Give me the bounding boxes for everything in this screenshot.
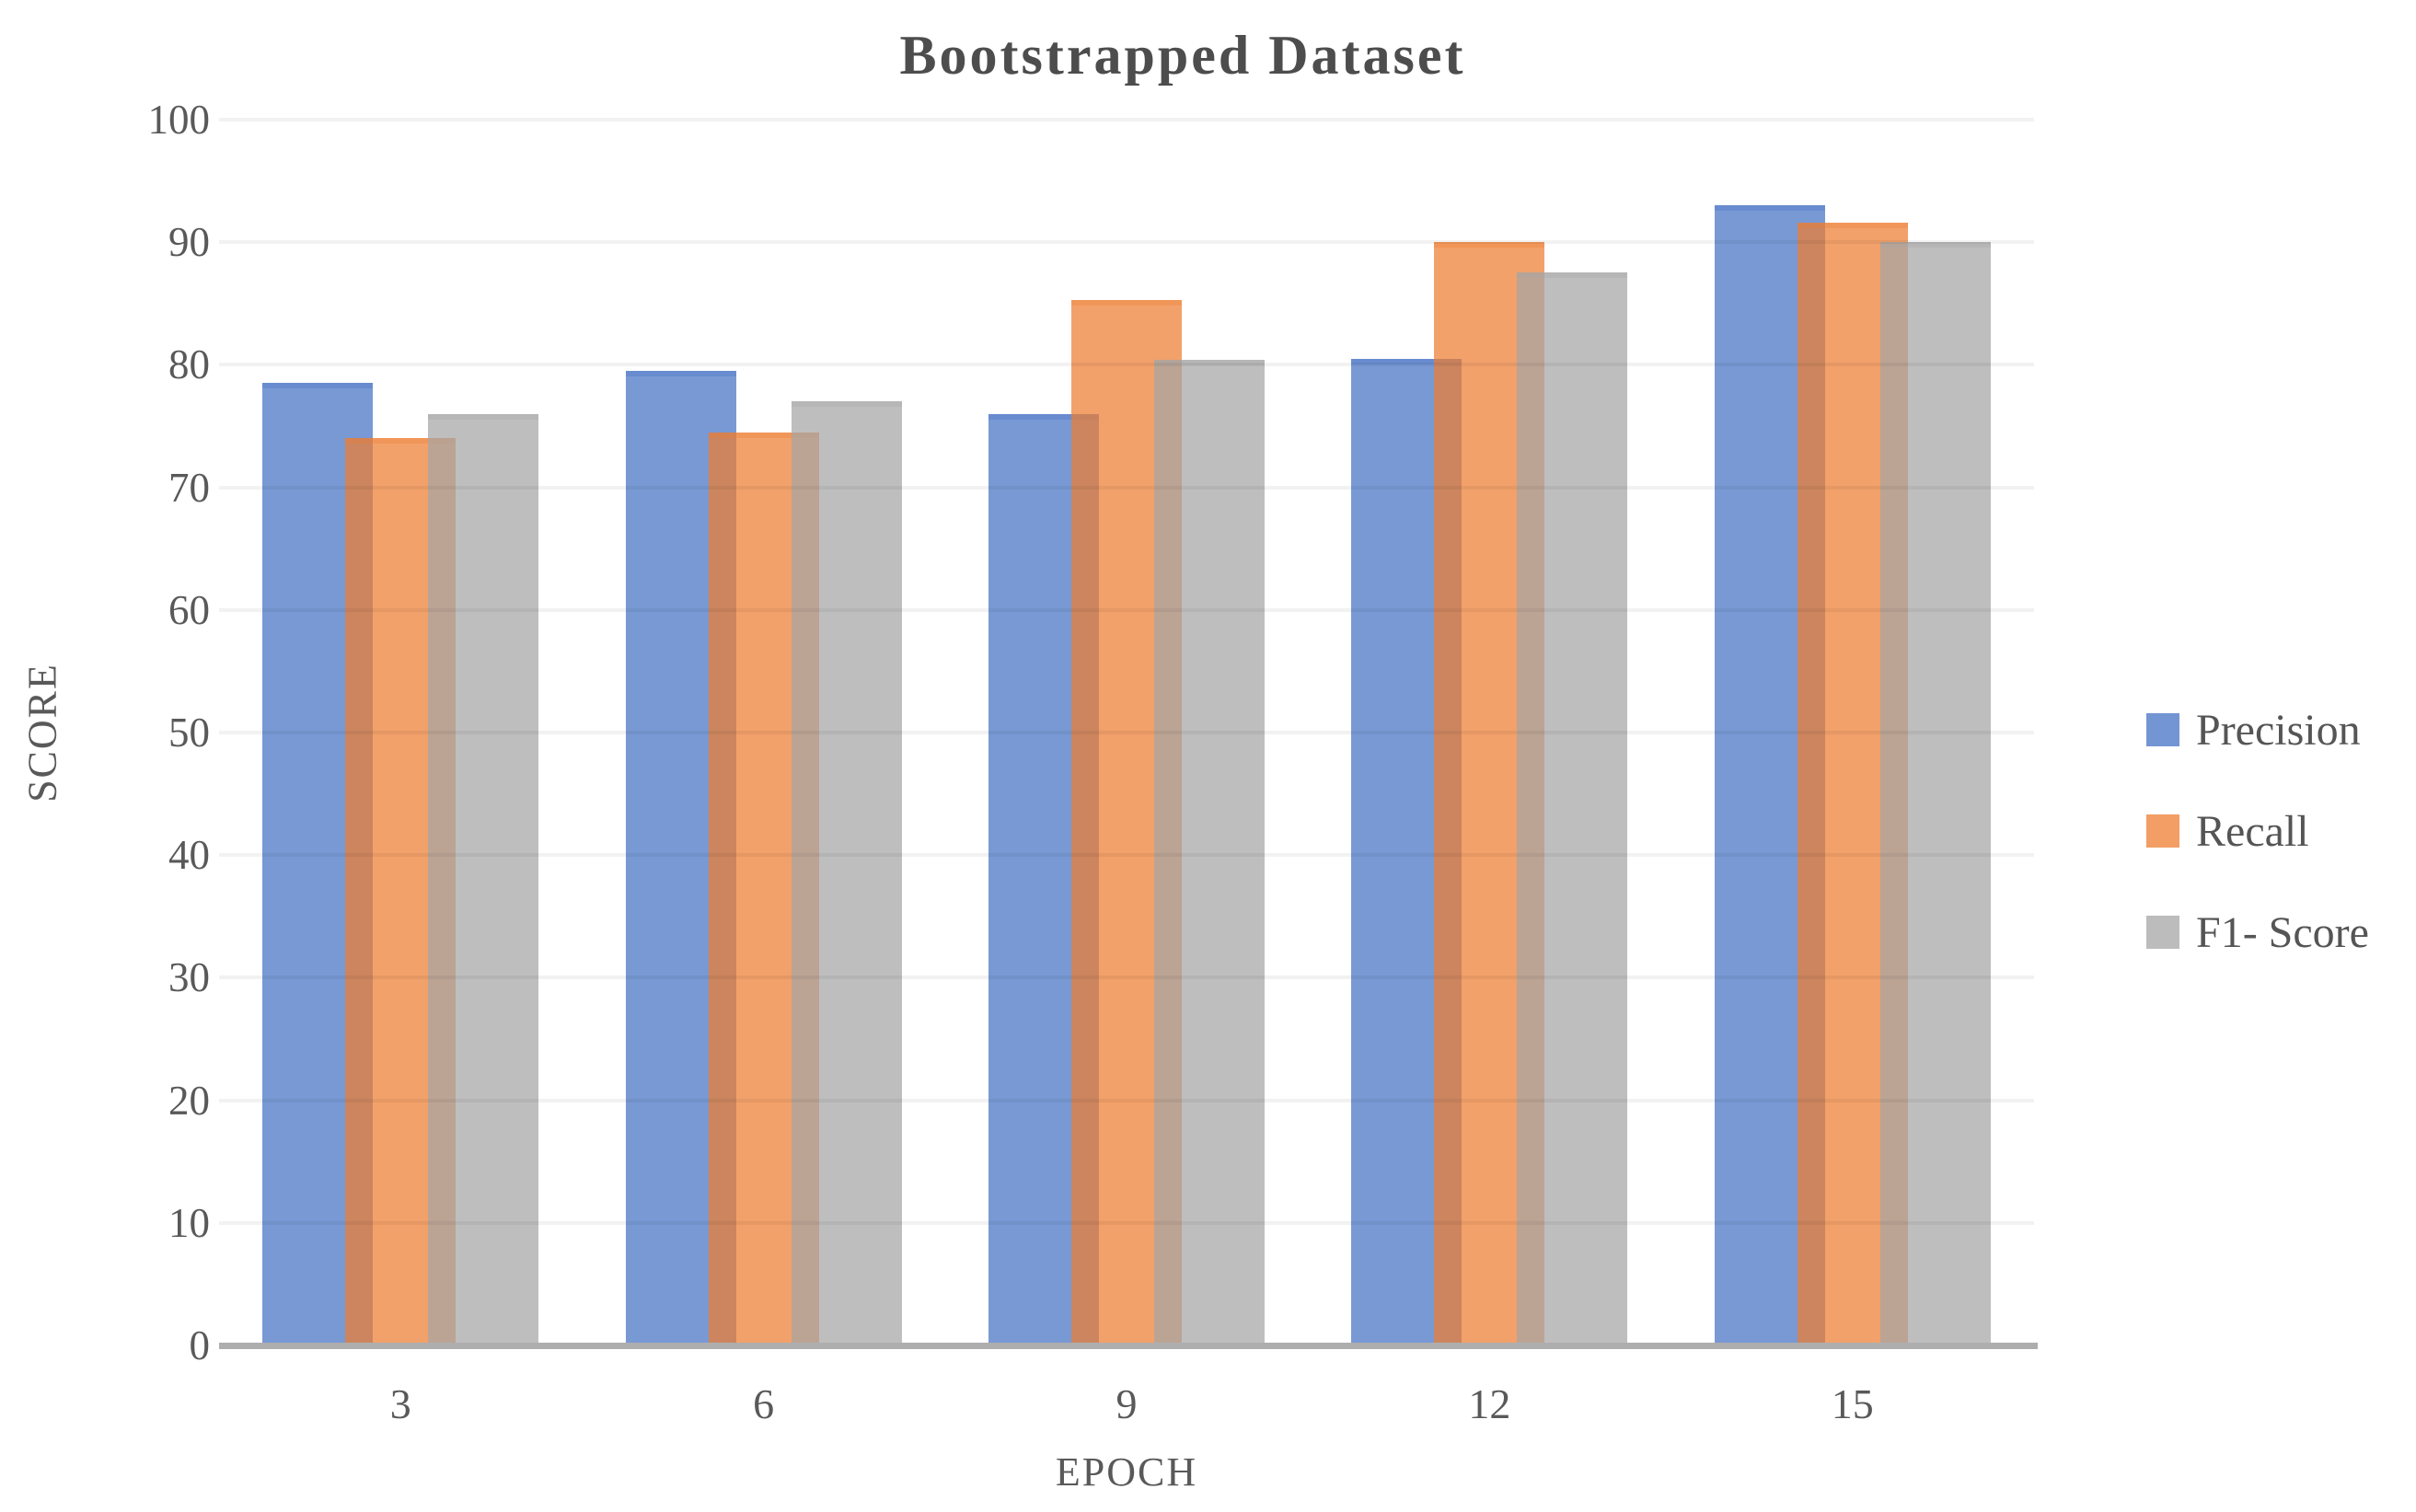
y-tick-label-0: 0 bbox=[189, 1322, 211, 1368]
legend-label-precision: Precision bbox=[2196, 705, 2361, 755]
legend-label-recall: Recall bbox=[2196, 806, 2309, 856]
x-tick-label-3: 3 bbox=[389, 1380, 411, 1427]
y-tick-label-90: 90 bbox=[168, 219, 210, 266]
y-tick-label-70: 70 bbox=[168, 464, 210, 511]
x-tick-label-6: 6 bbox=[753, 1380, 775, 1427]
plot-area bbox=[219, 118, 2034, 1345]
legend-item-recall: Recall bbox=[2146, 806, 2369, 856]
recall-swatch-icon bbox=[2146, 814, 2179, 848]
precision-swatch-icon bbox=[2146, 713, 2179, 746]
legend-item-precision: Precision bbox=[2146, 705, 2369, 755]
y-tick-label-10: 10 bbox=[168, 1199, 210, 1246]
bar-f1-score-epoch-15 bbox=[1880, 242, 1991, 1345]
legend-label-f1-score: F1- Score bbox=[2196, 907, 2369, 957]
bar-f1-score-epoch-12 bbox=[1517, 272, 1627, 1345]
x-tick-label-15: 15 bbox=[1831, 1380, 1874, 1427]
f1-score-swatch-icon bbox=[2146, 916, 2179, 949]
x-axis-title: EPOCH bbox=[1055, 1449, 1198, 1495]
x-tick-label-9: 9 bbox=[1116, 1380, 1138, 1427]
y-tick-label-40: 40 bbox=[168, 832, 210, 879]
y-tick-label-80: 80 bbox=[168, 341, 210, 388]
y-tick-label-30: 30 bbox=[168, 954, 210, 1001]
x-axis-line bbox=[219, 1343, 2038, 1349]
x-tick-label-12: 12 bbox=[1468, 1380, 1511, 1427]
y-tick-label-50: 50 bbox=[168, 710, 210, 756]
bar-f1-score-epoch-6 bbox=[792, 401, 902, 1345]
bars-layer bbox=[219, 120, 2034, 1345]
bar-f1-score-epoch-9 bbox=[1154, 360, 1265, 1345]
y-tick-label-20: 20 bbox=[168, 1077, 210, 1124]
legend: Precision Recall F1- Score bbox=[2146, 705, 2369, 957]
y-tick-label-60: 60 bbox=[168, 586, 210, 633]
legend-item-f1-score: F1- Score bbox=[2146, 907, 2369, 957]
y-tick-label-100: 100 bbox=[147, 97, 211, 143]
bar-f1-score-epoch-3 bbox=[428, 414, 538, 1345]
chart-title: Bootstrapped Dataset bbox=[899, 25, 1466, 86]
